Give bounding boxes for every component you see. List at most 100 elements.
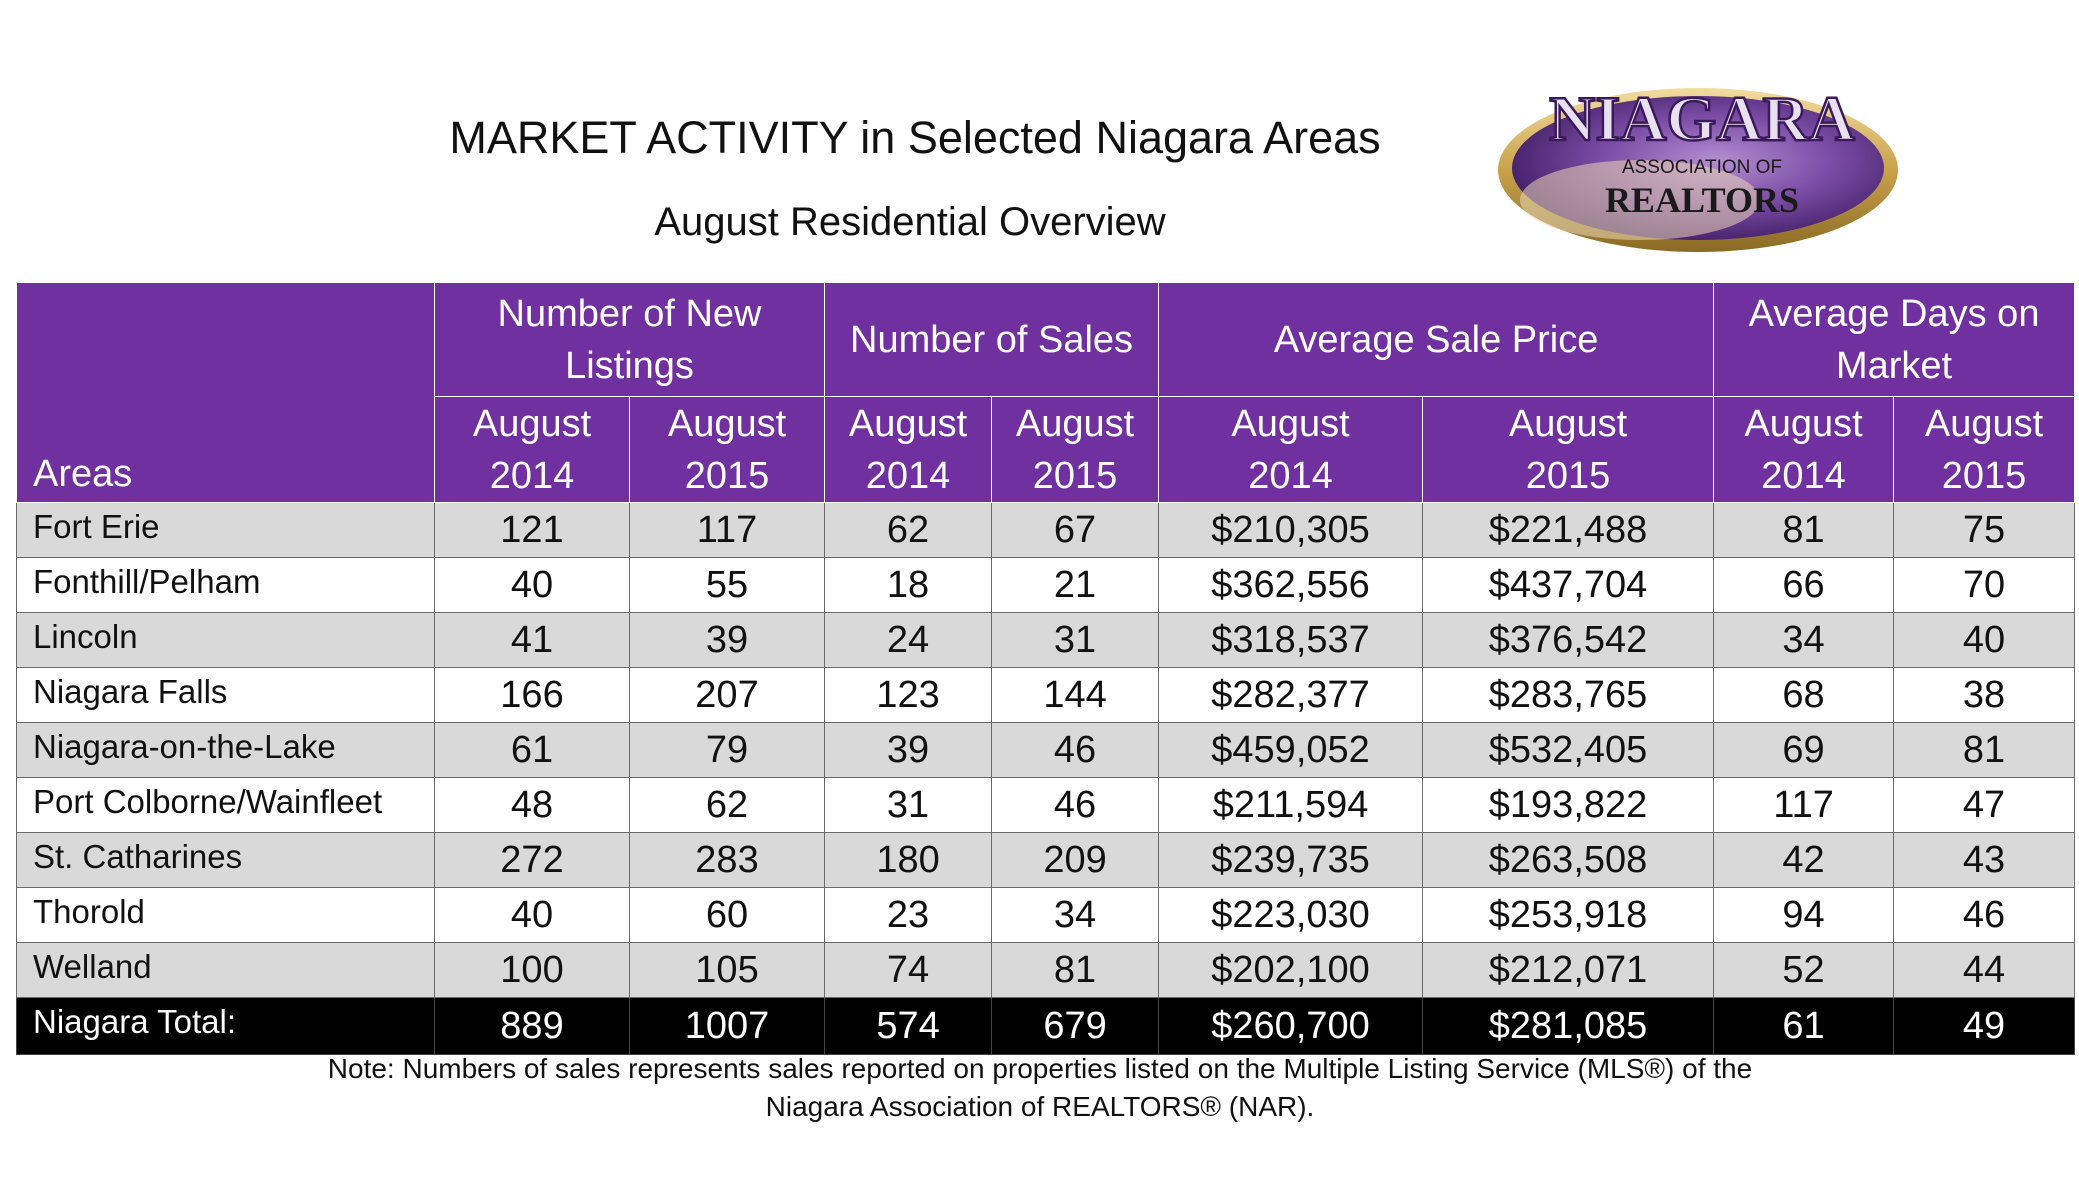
- group-header-new-listings: Number of New Listings: [433, 282, 826, 397]
- table-row: Port Colborne/Wainfleet 48 62 31 46 $211…: [16, 777, 2076, 833]
- subheader-month: August: [472, 402, 592, 445]
- subheader-month: August: [1231, 402, 1350, 445]
- days-2014-cell: 66: [1713, 557, 1895, 613]
- price-2015-cell: $212,071: [1422, 942, 1715, 998]
- price-2015-cell: $437,704: [1422, 557, 1715, 613]
- subheader-year: 2014: [1761, 454, 1846, 497]
- sales-2015-cell: 144: [991, 667, 1160, 723]
- niagara-realtors-logo: NIAGARA ASSOCIATION OF REALTORS: [1490, 70, 1900, 255]
- footnote-line-1: Note: Numbers of sales represents sales …: [327, 1053, 1753, 1084]
- total-label: Niagara Total:: [16, 997, 435, 1055]
- days-2015-cell: 75: [1893, 502, 2076, 558]
- listings-2014-cell: 40: [434, 557, 630, 613]
- subheader-month: August: [1924, 402, 2044, 445]
- sales-2014-cell: 123: [824, 667, 993, 723]
- total-listings-2015: 1007: [628, 997, 826, 1055]
- days-2015-cell: 40: [1893, 612, 2076, 668]
- group-header-sales: Number of Sales: [824, 282, 1160, 397]
- logo-name-text: NIAGARA: [1549, 83, 1855, 154]
- subheader-year: 2014: [1248, 454, 1333, 497]
- page-title: MARKET ACTIVITY in Selected Niagara Area…: [449, 112, 1381, 163]
- days-2015-cell: 44: [1893, 942, 2076, 998]
- subheader-month: August: [848, 402, 968, 445]
- sales-2015-cell: 46: [991, 722, 1160, 778]
- listings-2015-cell: 283: [628, 832, 826, 888]
- days-2014-cell: 117: [1713, 777, 1895, 833]
- sales-2014-cell: 24: [824, 612, 993, 668]
- days-2015-cell: 47: [1893, 777, 2076, 833]
- sales-2014-cell: 180: [824, 832, 993, 888]
- sales-2015-cell: 46: [991, 777, 1160, 833]
- total-sales-2015: 679: [991, 997, 1160, 1055]
- subheader-sales-2015: August 2015: [991, 396, 1160, 503]
- table-group-header-row: Areas Number of New Listings Number of S…: [16, 282, 2076, 503]
- sales-2014-cell: 18: [824, 557, 993, 613]
- price-2015-cell: $532,405: [1422, 722, 1715, 778]
- group-header-days-on-market: Average Days on Market: [1713, 282, 2076, 397]
- logo-line3: REALTORS: [1605, 180, 1799, 220]
- subheader-year: 2015: [1941, 454, 2027, 497]
- days-2014-cell: 34: [1713, 612, 1895, 668]
- area-name: Niagara Falls: [16, 667, 435, 723]
- market-activity-table: Areas Number of New Listings Number of S…: [16, 282, 2076, 1055]
- listings-2014-cell: 100: [434, 942, 630, 998]
- subheader-year: 2014: [489, 454, 575, 497]
- subheader-year: 2015: [1032, 454, 1118, 497]
- price-2015-cell: $263,508: [1422, 832, 1715, 888]
- area-name: Fort Erie: [16, 502, 435, 558]
- table-row: Fonthill/Pelham 40 55 18 21 $362,556 $43…: [16, 557, 2076, 613]
- total-days-2015: 49: [1893, 997, 2076, 1055]
- area-name: Niagara-on-the-Lake: [16, 722, 435, 778]
- subheader-listings-2014: August 2014: [434, 396, 630, 503]
- price-2014-cell: $459,052: [1158, 722, 1424, 778]
- subheader-month: August: [1508, 402, 1628, 445]
- days-2015-cell: 81: [1893, 722, 2076, 778]
- table-row: St. Catharines 272 283 180 209 $239,735 …: [16, 832, 2076, 888]
- days-2014-cell: 52: [1713, 942, 1895, 998]
- sales-2015-cell: 34: [991, 887, 1160, 943]
- total-days-2014: 61: [1713, 997, 1895, 1055]
- subheader-price-2014: August 2014: [1158, 396, 1424, 503]
- table-row: Thorold 40 60 23 34 $223,030 $253,918 94…: [16, 887, 2076, 943]
- subheader-month: August: [667, 402, 787, 445]
- subheader-price-2015: August 2015: [1422, 396, 1715, 503]
- sales-2014-cell: 23: [824, 887, 993, 943]
- listings-2015-cell: 62: [628, 777, 826, 833]
- sales-2015-cell: 209: [991, 832, 1160, 888]
- days-2014-cell: 42: [1713, 832, 1895, 888]
- area-name: Port Colborne/Wainfleet: [16, 777, 435, 833]
- listings-2014-cell: 40: [434, 887, 630, 943]
- price-2014-cell: $239,735: [1158, 832, 1424, 888]
- page-subtitle: August Residential Overview: [654, 200, 1166, 244]
- footnote-line-2: Niagara Association of REALTORS® (NAR).: [765, 1091, 1315, 1122]
- total-price-2015: $281,085: [1422, 997, 1715, 1055]
- days-2015-cell: 70: [1893, 557, 2076, 613]
- subheader-month: August: [1015, 402, 1135, 445]
- table-row: Niagara-on-the-Lake 61 79 39 46 $459,052…: [16, 722, 2076, 778]
- group-header-average-price: Average Sale Price: [1158, 282, 1715, 397]
- listings-2015-cell: 207: [628, 667, 826, 723]
- listings-2015-cell: 55: [628, 557, 826, 613]
- days-2014-cell: 68: [1713, 667, 1895, 723]
- listings-2014-cell: 41: [434, 612, 630, 668]
- listings-2014-cell: 166: [434, 667, 630, 723]
- listings-2015-cell: 39: [628, 612, 826, 668]
- areas-column-header: Areas: [16, 282, 435, 503]
- listings-2014-cell: 121: [434, 502, 630, 558]
- subheader-days-2015: August 2015: [1893, 396, 2076, 503]
- table-row: Welland 100 105 74 81 $202,100 $212,071 …: [16, 942, 2076, 998]
- subheader-month: August: [1744, 402, 1863, 445]
- area-name: Thorold: [16, 887, 435, 943]
- price-2015-cell: $376,542: [1422, 612, 1715, 668]
- sales-2015-cell: 67: [991, 502, 1160, 558]
- sales-2014-cell: 39: [824, 722, 993, 778]
- subheader-year: 2015: [1525, 454, 1611, 497]
- listings-2015-cell: 105: [628, 942, 826, 998]
- total-sales-2014: 574: [824, 997, 993, 1055]
- price-2014-cell: $282,377: [1158, 667, 1424, 723]
- price-2015-cell: $283,765: [1422, 667, 1715, 723]
- price-2014-cell: $202,100: [1158, 942, 1424, 998]
- table-row: Niagara Falls 166 207 123 144 $282,377 $…: [16, 667, 2076, 723]
- listings-2014-cell: 61: [434, 722, 630, 778]
- sales-2015-cell: 81: [991, 942, 1160, 998]
